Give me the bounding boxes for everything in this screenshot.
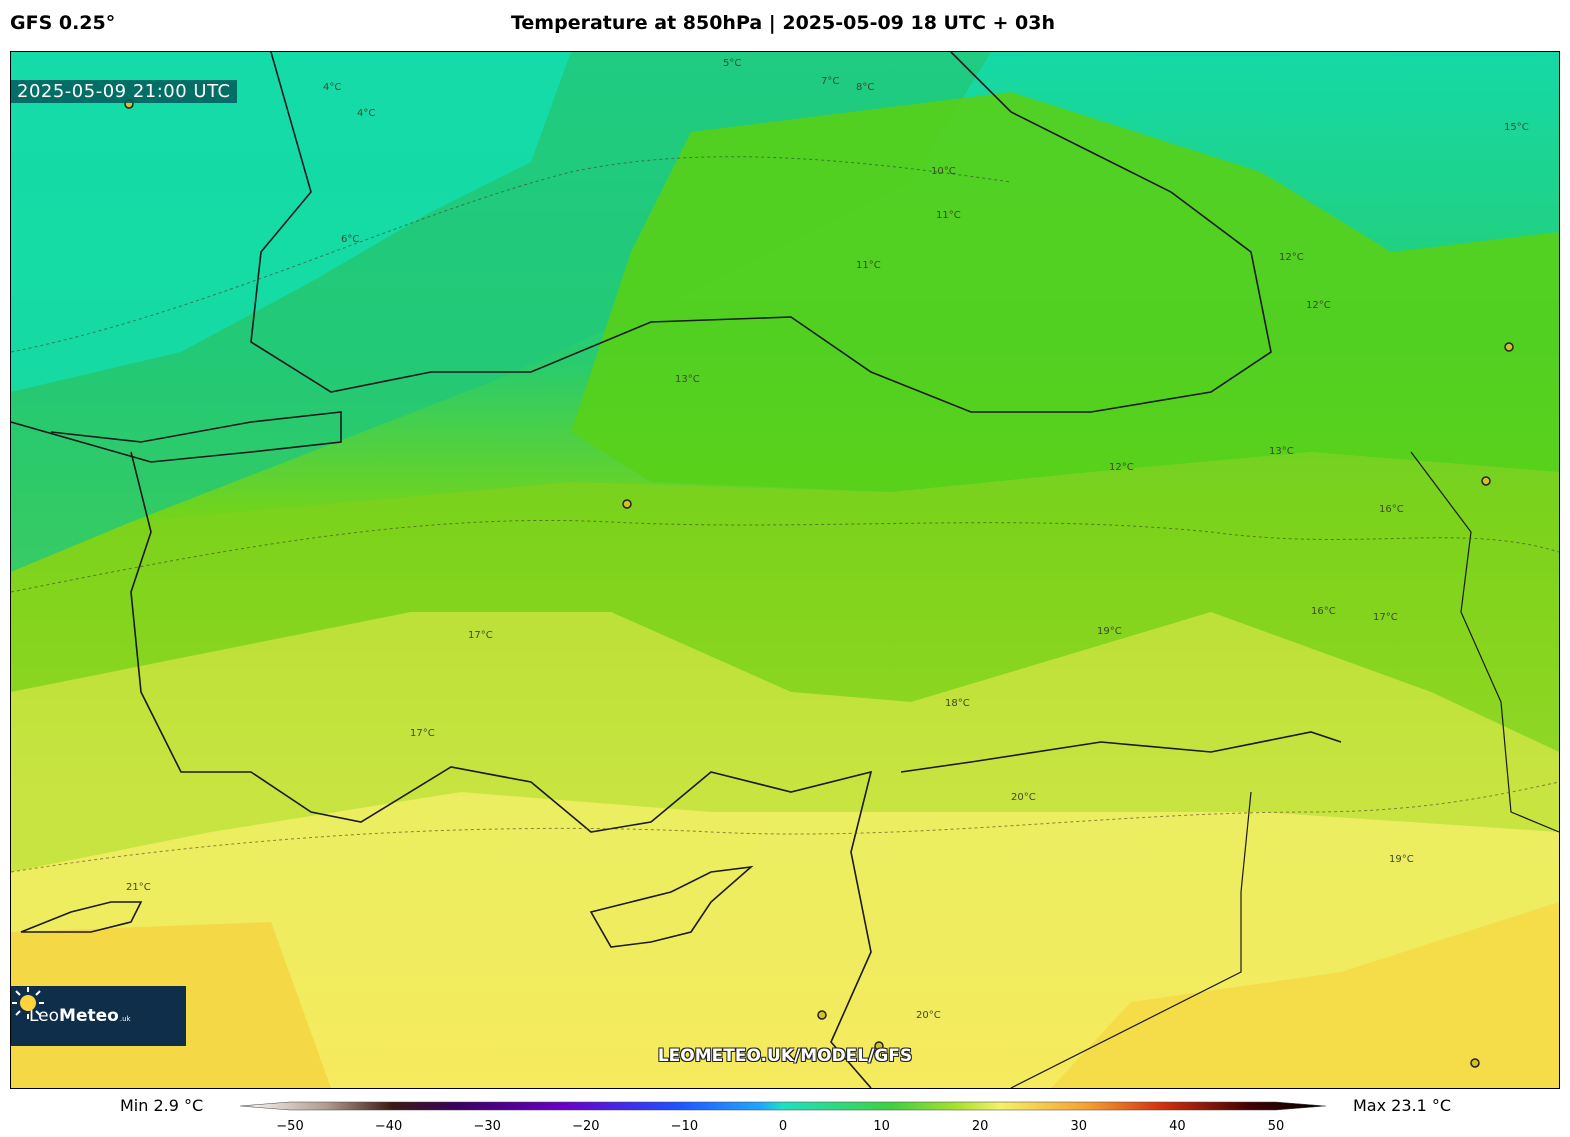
map-title: Temperature at 850hPa | 2025-05-09 18 UT… xyxy=(510,12,1056,34)
contour-label: 8°C xyxy=(856,82,874,93)
contour-label: 19°C xyxy=(1389,854,1414,865)
contour-label: 11°C xyxy=(936,210,961,221)
contour-label: 13°C xyxy=(675,374,700,385)
contour-label: 11°C xyxy=(856,260,881,271)
coastline-black-sea xyxy=(250,52,1272,413)
contour-labels: 4°C 4°C 5°C 6°C 7°C 8°C 10°C 11°C 11°C 12°C 12°C 12… xyxy=(126,58,1529,1021)
contour-label: 17°C xyxy=(410,728,435,739)
leometeo-logo[interactable]: LeoMeteo.uk xyxy=(11,986,186,1046)
border-line-east xyxy=(1010,791,1252,1088)
contour-label: 15°C xyxy=(1504,122,1529,133)
contour-label: 5°C xyxy=(723,58,741,69)
contour-label: 18°C xyxy=(945,698,970,709)
contour-label: 19°C xyxy=(1097,626,1122,637)
island-cyprus xyxy=(589,865,754,948)
colorbar-tick-label: −50 xyxy=(276,1119,304,1134)
contour-label: 12°C xyxy=(1279,252,1304,263)
contour-20c xyxy=(11,781,1559,873)
cold-zone-northwest xyxy=(11,52,571,392)
colorbar-tick-label: −30 xyxy=(473,1119,501,1134)
colorbar-tick-label: −20 xyxy=(572,1119,600,1134)
city-markers xyxy=(124,99,1514,1068)
warm-zone-south xyxy=(1051,902,1559,1088)
coastline-aegean xyxy=(11,411,342,463)
colorbar-tick-label: 20 xyxy=(971,1119,989,1134)
contour-label: 6°C xyxy=(341,234,359,245)
city-marker[interactable] xyxy=(1481,476,1491,486)
coastline-west xyxy=(130,451,873,1088)
colorbar-tick-label: −10 xyxy=(670,1119,699,1134)
contour-label: 16°C xyxy=(1379,504,1404,515)
logo-text: LeoMeteo.uk xyxy=(29,1006,131,1026)
border-line-northeast xyxy=(1410,451,1559,833)
island-crete xyxy=(20,901,143,933)
contour-label: 21°C xyxy=(126,882,151,893)
contour-label: 7°C xyxy=(821,76,839,87)
contour-label: 16°C xyxy=(1311,606,1336,617)
valid-time-label: 2025-05-09 21:00 UTC xyxy=(11,80,237,103)
temperature-colorbar xyxy=(240,1101,1327,1111)
contour-label: 20°C xyxy=(916,1010,941,1021)
contour-label: 20°C xyxy=(1011,792,1036,803)
watermark-url: LEOMETEO.UK/MODEL/GFS xyxy=(657,1046,913,1066)
city-marker[interactable] xyxy=(622,499,632,509)
contour-label: 13°C xyxy=(1269,446,1294,457)
contour-label: 17°C xyxy=(468,630,493,641)
colorbar-tick-label: 50 xyxy=(1267,1119,1285,1134)
city-marker[interactable] xyxy=(1504,342,1514,352)
city-marker[interactable] xyxy=(874,1041,884,1051)
contour-label: 4°C xyxy=(357,108,375,119)
colorbar-tick-label: 30 xyxy=(1070,1119,1088,1134)
temperature-field: 4°C 4°C 5°C 6°C 7°C 8°C 10°C 11°C 11°C 12°C 12°C 12… xyxy=(11,52,1559,1088)
colorbar-tick-label: 40 xyxy=(1169,1119,1186,1134)
colorbar-tick-label: −40 xyxy=(374,1119,403,1134)
contour-10c xyxy=(11,156,1012,353)
max-temperature-label: Max 23.1 °C xyxy=(1353,1096,1452,1115)
map-area[interactable]: 4°C 4°C 5°C 6°C 7°C 8°C 10°C 11°C 11°C 12°C 12°C 12… xyxy=(10,51,1560,1089)
mild-zone-blacksea xyxy=(571,92,1559,492)
city-marker[interactable] xyxy=(1470,1058,1480,1068)
sun-icon xyxy=(12,987,44,1019)
green-zone-anatolia xyxy=(11,452,1559,752)
min-temperature-label: Min 2.9 °C xyxy=(120,1096,204,1115)
model-name: GFS 0.25° xyxy=(10,12,116,34)
yellow-green-zone xyxy=(11,612,1559,872)
coastline-south xyxy=(900,731,1342,773)
contour-label: 12°C xyxy=(1109,462,1134,473)
contour-label: 12°C xyxy=(1306,300,1331,311)
contour-label: 4°C xyxy=(323,82,341,93)
colorbar-tick-label: 10 xyxy=(873,1119,890,1134)
contour-16c xyxy=(11,519,1559,593)
city-marker[interactable] xyxy=(817,1010,827,1020)
contour-label: 17°C xyxy=(1373,612,1398,623)
contour-label: 10°C xyxy=(931,166,956,177)
colorbar-tick-label: 0 xyxy=(778,1119,788,1134)
